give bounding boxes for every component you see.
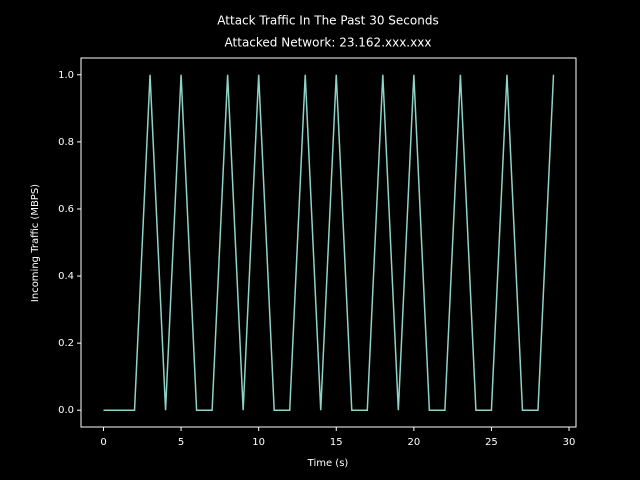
x-tick-label: 5: [178, 437, 184, 448]
x-tick-label: 0: [100, 437, 106, 448]
y-tick-label: 0.0: [58, 405, 74, 416]
y-tick-label: 0.8: [58, 137, 74, 148]
y-tick-label: 0.4: [58, 271, 74, 282]
chart-title: Attack Traffic In The Past 30 Seconds: [217, 14, 438, 28]
y-tick-label: 0.6: [58, 204, 74, 215]
x-tick-label: 15: [330, 437, 343, 448]
x-tick-label: 25: [485, 437, 498, 448]
data-line: [103, 74, 555, 411]
y-axis-label: Incoming Traffic (MBPS): [30, 184, 41, 302]
y-tick-label: 1.0: [58, 70, 74, 81]
x-tick-label: 30: [563, 437, 576, 448]
x-axis-label: Time (s): [307, 458, 349, 469]
y-tick-label: 0.2: [58, 338, 74, 349]
x-tick-label: 20: [407, 437, 420, 448]
x-tick-label: 10: [252, 437, 265, 448]
chart-subtitle: Attacked Network: 23.162.xxx.xxx: [225, 36, 432, 50]
axes-frame: [80, 57, 577, 428]
